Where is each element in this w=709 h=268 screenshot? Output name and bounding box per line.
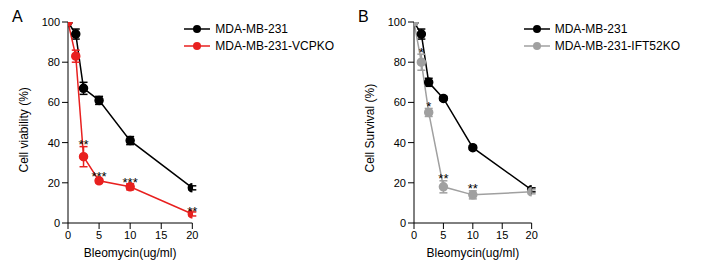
html-text:A: A bbox=[12, 8, 23, 25]
svg-text:0: 0 bbox=[65, 229, 71, 241]
svg-text:0: 0 bbox=[54, 217, 60, 229]
svg-text:Cell Survival (%): Cell Survival (%) bbox=[363, 84, 377, 173]
svg-text:60: 60 bbox=[48, 96, 60, 108]
svg-text:0: 0 bbox=[400, 217, 406, 229]
svg-text:40: 40 bbox=[394, 137, 406, 149]
html-text:MDA-MB-231: MDA-MB-231 bbox=[215, 22, 288, 36]
html-text:MDA-MB-231-VCPKO: MDA-MB-231-VCPKO bbox=[215, 39, 334, 53]
svg-text:5: 5 bbox=[440, 229, 446, 241]
svg-text:*: * bbox=[419, 45, 424, 60]
svg-text:10: 10 bbox=[467, 229, 479, 241]
svg-text:20: 20 bbox=[526, 229, 538, 241]
svg-text:Cell viability (%): Cell viability (%) bbox=[17, 87, 31, 172]
svg-text:**: ** bbox=[187, 204, 197, 219]
svg-text:20: 20 bbox=[48, 177, 60, 189]
svg-text:0: 0 bbox=[411, 229, 417, 241]
svg-text:**: ** bbox=[468, 181, 478, 196]
svg-text:80: 80 bbox=[48, 56, 60, 68]
html-text:MDA-MB-231: MDA-MB-231 bbox=[554, 22, 628, 36]
svg-text:10: 10 bbox=[124, 229, 136, 241]
svg-text:***: *** bbox=[123, 175, 138, 190]
html-text:MDA-MB-231-IFT52KO: MDA-MB-231-IFT52KO bbox=[554, 39, 680, 53]
svg-text:60: 60 bbox=[394, 96, 406, 108]
svg-text:**: ** bbox=[78, 137, 88, 152]
svg-text:100: 100 bbox=[42, 16, 60, 28]
svg-text:15: 15 bbox=[496, 229, 508, 241]
svg-text:*: * bbox=[426, 99, 431, 114]
svg-text:40: 40 bbox=[48, 137, 60, 149]
svg-text:100: 100 bbox=[388, 16, 406, 28]
svg-text:20: 20 bbox=[394, 177, 406, 189]
html-text:B: B bbox=[358, 8, 369, 25]
svg-text:20: 20 bbox=[186, 229, 198, 241]
svg-text:Bleomycin(ug/ml): Bleomycin(ug/ml) bbox=[426, 246, 519, 260]
svg-text:5: 5 bbox=[96, 229, 102, 241]
svg-text:***: *** bbox=[91, 169, 106, 184]
svg-text:**: ** bbox=[438, 171, 448, 186]
svg-text:Bleomycin(ug/ml): Bleomycin(ug/ml) bbox=[84, 246, 177, 260]
svg-text:80: 80 bbox=[394, 56, 406, 68]
svg-text:15: 15 bbox=[155, 229, 167, 241]
